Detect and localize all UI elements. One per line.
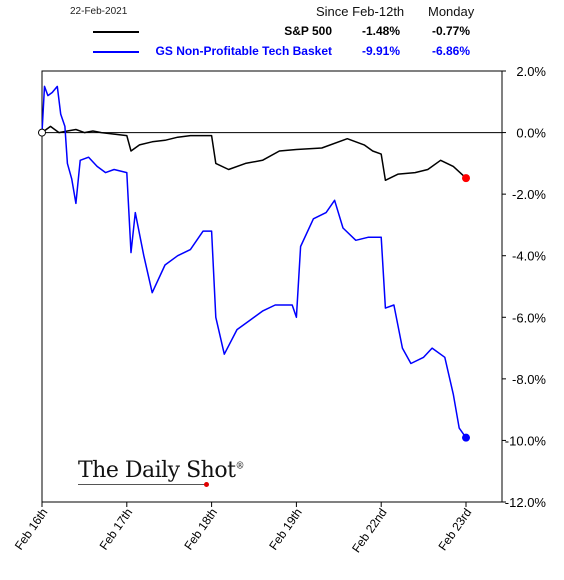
since-header: Since Feb-12th: [316, 4, 405, 19]
y-tick-label: 0.0%: [516, 126, 546, 141]
logo-underline: [78, 484, 206, 485]
x-tick-label: Feb 16th: [12, 506, 51, 553]
sp500-end-marker: [462, 174, 470, 183]
y-tick-label: 2.0%: [516, 64, 546, 79]
tech-basket-end-marker: [462, 433, 470, 442]
tech-since: -9.91%: [361, 44, 400, 58]
logo-mark: ®: [235, 461, 244, 472]
y-tick-label: -10.0%: [505, 433, 547, 448]
x-tick-label: Feb 18th: [181, 506, 220, 553]
sp500-monday: -0.77%: [431, 24, 470, 38]
sp500-name: S&P 500: [284, 24, 332, 38]
y-tick-label: -12.0%: [505, 495, 547, 510]
x-tick-label: Feb 17th: [97, 506, 136, 553]
x-tick-label: Feb 19th: [266, 506, 305, 553]
sp500-line: [41, 125, 467, 182]
monday-header: Monday: [428, 4, 475, 19]
x-tick-label: Feb 22nd: [349, 506, 390, 556]
tech-name: GS Non-Profitable Tech Basket: [155, 44, 332, 58]
legend: 22-Feb-2021 Since Feb-12th Monday S&P 50…: [0, 0, 564, 60]
logo-text: The Daily Shot: [78, 458, 236, 483]
tech-monday: -6.86%: [431, 44, 470, 58]
legend-row-sp500: S&P 500 -1.48% -0.77%: [0, 22, 564, 42]
sp500-swatch: [93, 31, 139, 33]
date-label: 22-Feb-2021: [70, 6, 128, 17]
tech-basket-line: [41, 85, 467, 439]
logo: The Daily Shot®: [78, 458, 244, 483]
tech-swatch: [93, 51, 139, 53]
y-tick-label: -6.0%: [512, 310, 546, 325]
y-tick-label: -2.0%: [512, 187, 546, 202]
sp500-since: -1.48%: [361, 24, 400, 38]
plot-frame: [41, 70, 503, 503]
y-tick-label: -8.0%: [512, 372, 546, 387]
y-tick-label: -4.0%: [512, 249, 546, 264]
legend-row-tech: GS Non-Profitable Tech Basket -9.91% -6.…: [0, 42, 564, 62]
x-tick-label: Feb 23rd: [435, 506, 474, 553]
logo-dot: [204, 482, 209, 487]
start-marker: [38, 128, 46, 137]
